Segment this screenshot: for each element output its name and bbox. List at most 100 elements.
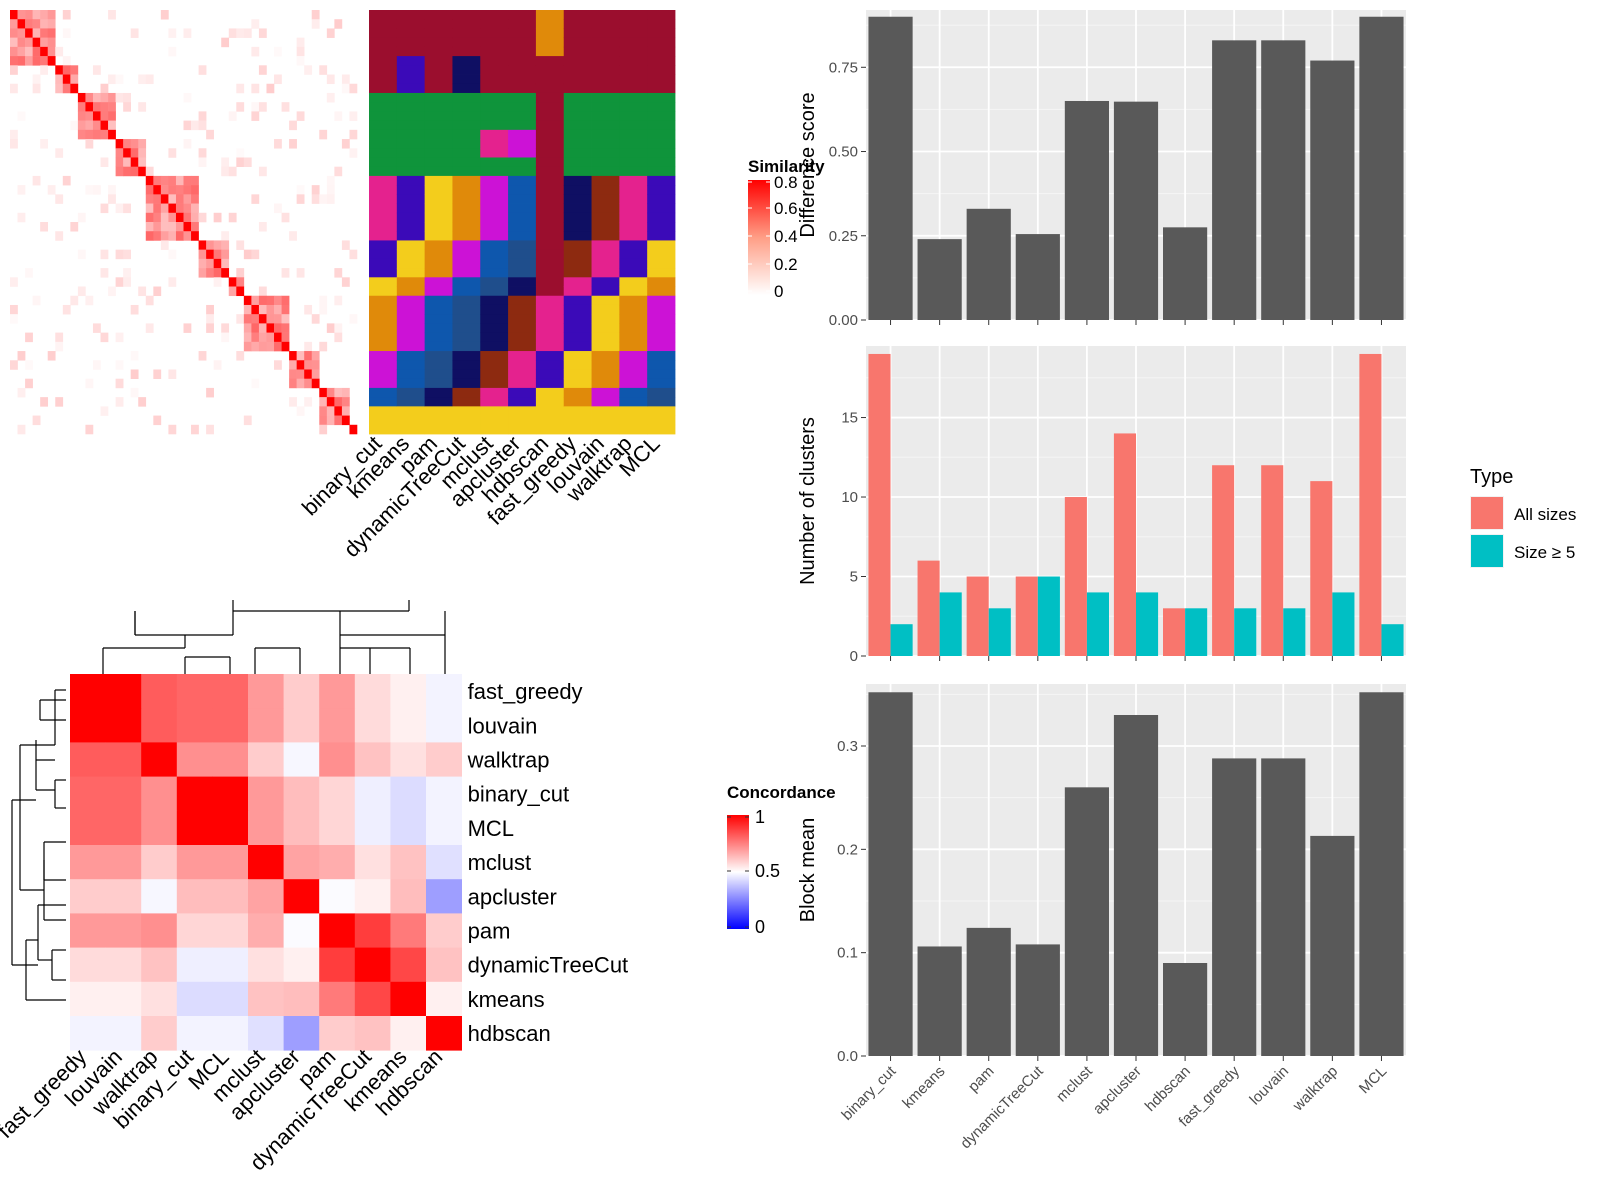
similarity-cell [115,277,124,287]
assignment-cell [508,203,537,214]
similarity-cell [304,304,313,315]
assignment-cell [591,314,620,324]
similarity-cell [289,397,297,407]
assignment-cell [619,175,648,186]
assignment-cell [535,387,565,398]
concordance-cell [390,1016,427,1051]
concordance-row-label: louvain [468,713,538,738]
similarity-cell [243,341,252,352]
similarity-cell [191,222,199,232]
similarity-cell [55,46,64,57]
concordance-cell [176,879,213,914]
similarity-cell [160,222,169,232]
assignment-cell [396,10,426,20]
similarity-cell [55,397,64,407]
similarity-cell [198,157,207,167]
concordance-cell [426,981,462,1017]
concordance-cell [426,845,462,880]
similarity-cell [145,231,154,241]
similarity-cell [70,120,79,131]
similarity-cell [17,212,26,223]
assignment-cell [535,56,565,66]
assignment-cell [452,194,481,204]
assignment-cell [452,304,481,315]
assignment-cell [508,304,537,315]
assignment-cell [563,157,592,168]
similarity-cell [326,387,335,398]
assignment-cell [508,166,537,177]
assignment-cell [591,369,620,380]
assignment-cell [452,360,481,370]
similarity-cell [183,120,192,131]
similarity-cell [115,332,124,343]
assignment-cell [396,111,426,122]
assignment-cell [647,83,676,94]
assignment-cell [396,185,426,195]
assignment-cell [396,194,426,204]
type-legend: Type All sizes Size ≥ 5 [1470,466,1576,568]
assignment-cell [480,295,509,306]
assignment-cell [424,277,453,287]
similarity-cell [10,83,18,94]
assignment-cell [591,341,620,352]
similarity-cell [243,249,252,260]
block-mean-chart: 0.0 0.1 0.2 0.3 Block mean binary_cut kmeans pa… [797,684,1406,1152]
similarity-cell [168,424,177,435]
concordance-cell [176,776,213,812]
similarity-cell [236,28,245,38]
assignment-cell [619,157,648,168]
concordance-cell [354,981,391,1017]
y-tick-label: 0.2 [837,841,858,858]
similarity-cell [296,194,305,204]
concordance-cell [105,913,142,948]
similarity-cell [168,175,177,186]
assignment-cell [369,10,398,20]
assignment-cell [369,92,398,103]
similarity-cell [326,323,335,333]
similarity-cell [145,166,154,177]
similarity-cell [326,185,335,195]
x-tick-label: pam [965,1063,998,1096]
assignment-cell [480,148,509,158]
assignment-cell [535,65,565,75]
assignment-cell [591,286,620,297]
similarity-cell [213,360,222,370]
assignment-cell [591,56,620,66]
concordance-cell [319,674,356,709]
assignment-cell [647,277,676,287]
assignment-cell [535,166,565,177]
assignment-cell [591,295,620,306]
assignment-cell [396,83,426,94]
similarity-cell [47,351,56,361]
similarity-cell [221,166,230,177]
similarity-cell [160,10,169,20]
similarity-cell [85,139,94,149]
concordance-cell [283,776,320,812]
assignment-cell [619,424,648,435]
concordance-cell [105,879,142,914]
similarity-cell [213,240,222,250]
assignment-cell [647,249,676,260]
assignment-cell [508,397,537,407]
assignment-cell [369,203,398,214]
assignment-cell [480,92,509,103]
assignment-cell [563,240,592,251]
concordance-cell [354,708,391,743]
assignment-cell [535,83,565,94]
similarity-cell [145,203,154,214]
assignment-cell [619,185,648,195]
assignment-cell [619,369,648,380]
bar-all-sizes [1212,465,1235,656]
similarity-cell [100,268,109,278]
similarity-cell [25,56,33,66]
similarity-cell [40,56,49,66]
assignment-cell [452,148,481,158]
similarity-cell [32,74,41,85]
legend-label: Size ≥ 5 [1514,543,1575,562]
similarity-cell [10,28,18,38]
similarity-cell [341,74,350,85]
assignment-cell [369,65,398,75]
assignment-cell [508,74,537,85]
assignment-cell [591,387,620,398]
assignment-cell [396,378,426,389]
